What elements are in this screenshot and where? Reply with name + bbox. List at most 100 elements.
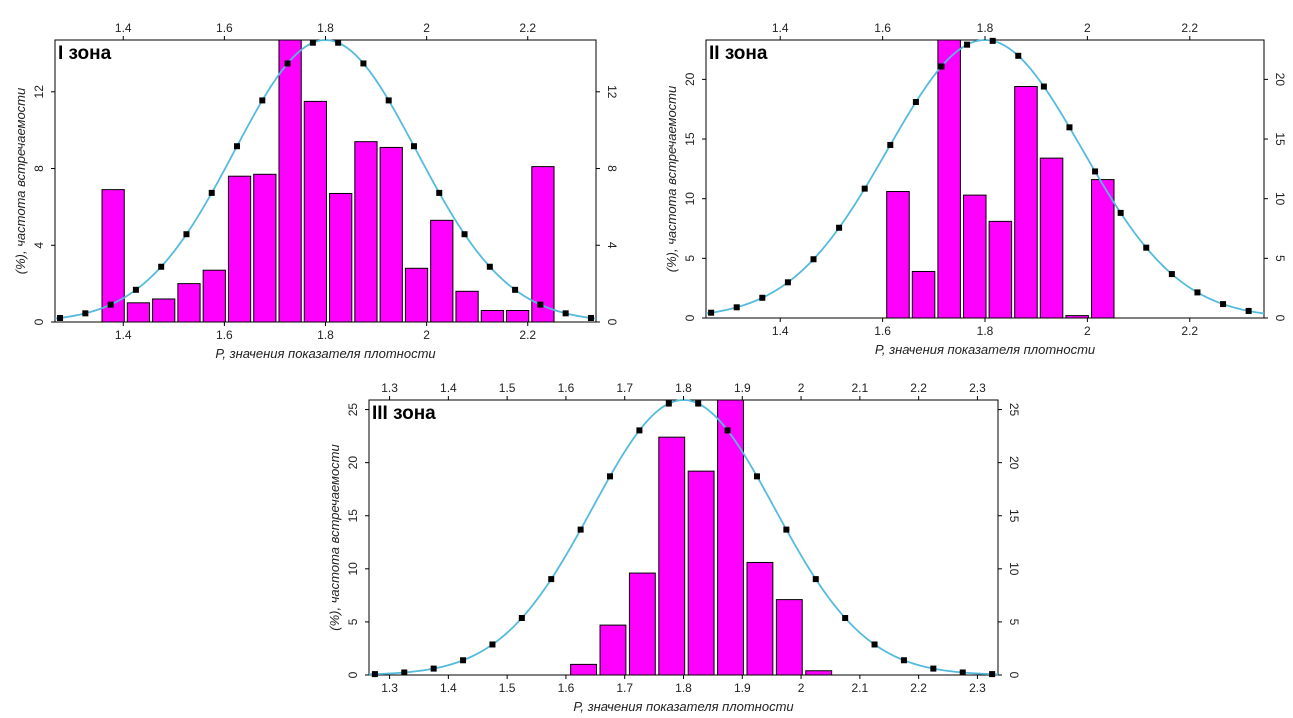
y-tick-label-left: 20	[346, 456, 360, 470]
y-tick-label-right: 0	[1273, 315, 1287, 322]
curve-marker	[636, 427, 643, 434]
y-tick-label-right: 10	[1273, 192, 1287, 206]
curve-marker	[708, 309, 715, 316]
histogram-bar	[303, 100, 328, 323]
curve-marker	[1040, 83, 1047, 90]
curve-marker	[371, 671, 378, 678]
x-tick-label-top: 1.7	[616, 381, 633, 395]
x-axis-title: P, значения показателя плотности	[215, 346, 435, 361]
histogram-bar	[746, 561, 774, 676]
curve-marker	[562, 310, 569, 317]
histogram-bar	[480, 309, 504, 323]
curve-marker	[430, 665, 437, 672]
x-tick-label-bottom: 1.8	[977, 324, 994, 338]
histogram-bar	[379, 146, 403, 323]
y-tick-label-left: 25	[346, 403, 360, 417]
curve-marker	[607, 473, 614, 480]
y-tick-label-left: 4	[32, 242, 46, 249]
curve-marker	[1143, 244, 1150, 251]
histogram-bar	[227, 175, 252, 323]
curve-marker	[587, 314, 594, 321]
y-tick-label-right: 4	[605, 242, 619, 249]
curve-marker	[107, 301, 114, 308]
x-tick-label-top: 1.4	[115, 21, 132, 35]
curve-marker	[733, 304, 740, 311]
curve-marker	[1245, 307, 1252, 314]
histogram-bar	[126, 302, 151, 323]
y-axis-title: (%), частота встречаемости	[327, 444, 342, 631]
curve-marker	[938, 63, 945, 70]
curve-marker	[183, 231, 190, 238]
x-tick-label-top: 2.1	[852, 381, 869, 395]
y-tick-label-right: 20	[1007, 456, 1021, 470]
x-tick-label-top: 2	[798, 381, 805, 395]
y-tick-label-left: 0	[683, 314, 697, 321]
x-tick-label-top: 1.6	[558, 381, 575, 395]
y-tick-label-left: 8	[32, 165, 46, 172]
x-tick-label-bottom: 2	[1084, 324, 1091, 338]
histogram-bar	[430, 219, 454, 323]
y-tick-label-right: 8	[605, 165, 619, 172]
x-tick-label-top: 1.5	[499, 381, 516, 395]
x-tick-label-top: 2	[423, 21, 430, 35]
histogram-bar	[805, 670, 833, 676]
histogram-bar	[775, 599, 803, 676]
histogram-bar	[455, 290, 479, 323]
x-tick-label-top: 1.8	[317, 21, 334, 35]
x-tick-label-bottom: 2.2	[519, 328, 536, 342]
curve-marker	[912, 99, 919, 106]
curve-marker	[436, 189, 443, 196]
zone-label: II зона	[709, 43, 768, 64]
curve-marker	[259, 97, 266, 104]
curve-marker	[1092, 168, 1099, 175]
y-tick-label-right: 0	[1007, 672, 1021, 679]
x-tick-label-bottom: 1.6	[874, 324, 891, 338]
histogram-bar	[937, 39, 961, 319]
x-tick-label-bottom: 2.2	[910, 681, 927, 695]
y-axis-title: (%), частота встречаемости	[13, 88, 28, 275]
curve-marker	[512, 286, 519, 293]
curve-marker	[900, 657, 907, 664]
x-tick-label-top: 1.6	[874, 21, 891, 35]
curve-marker	[208, 189, 215, 196]
y-tick-label-right: 5	[1273, 255, 1287, 262]
x-tick-label-top: 1.9	[734, 381, 751, 395]
curve-marker	[724, 427, 731, 434]
curve-marker	[410, 143, 417, 150]
x-axis-title: P, значения показателя плотности	[875, 342, 1095, 357]
x-tick-label-bottom: 1.5	[499, 681, 516, 695]
histogram-bar	[988, 220, 1013, 319]
curve-marker	[1066, 124, 1073, 131]
curve-marker	[989, 37, 996, 44]
x-tick-label-bottom: 1.4	[440, 681, 457, 695]
curve-marker	[460, 657, 467, 664]
y-tick-label-left: 5	[683, 255, 697, 262]
curve-marker	[810, 256, 817, 263]
y-tick-label-left: 5	[346, 618, 360, 625]
curve-marker	[783, 526, 790, 533]
histogram-bar	[278, 39, 302, 323]
x-axis-title: P, значения показателя плотности	[573, 699, 793, 714]
histogram-bar	[101, 189, 125, 323]
x-tick-label-bottom: 2	[798, 681, 805, 695]
y-axis-title: (%), частота встречаемости	[664, 86, 679, 273]
x-tick-label-top: 1.8	[977, 21, 994, 35]
histogram-bar	[531, 166, 555, 323]
curve-marker	[489, 641, 496, 648]
x-tick-label-bottom: 2.3	[969, 681, 986, 695]
chart-zone-3: 1.3 1.3 1.4 1.4 1.5 1.5 1.6 1.6 1.7 1.7 1.8 1.8 1.9 1…	[327, 381, 1021, 714]
curve-marker	[695, 400, 702, 407]
y-tick-label-left: 10	[346, 562, 360, 576]
curve-marker	[1194, 289, 1201, 296]
y-tick-label-left: 0	[346, 671, 360, 678]
y-tick-label-left: 0	[32, 318, 46, 325]
histogram-bar	[570, 663, 597, 676]
histogram-bar	[628, 572, 656, 676]
x-tick-label-top: 1.4	[440, 381, 457, 395]
chart-zone-1: 1.4 1.4 1.6 1.6 1.8 1.8 2 2 2.2 2.2 0 0 4 4 8 8 12 12 I зо…	[13, 21, 619, 361]
x-tick-label-bottom: 1.8	[675, 681, 692, 695]
curve-marker	[82, 310, 89, 317]
histogram-bar	[1039, 157, 1064, 319]
y-tick-label-right: 5	[1007, 619, 1021, 626]
